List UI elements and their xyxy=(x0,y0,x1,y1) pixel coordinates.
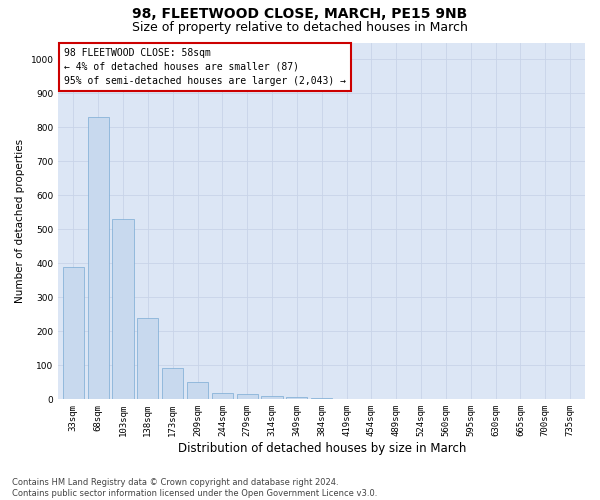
Bar xyxy=(63,267,84,400)
Bar xyxy=(262,396,283,400)
Bar xyxy=(212,393,233,400)
Y-axis label: Number of detached properties: Number of detached properties xyxy=(15,139,25,303)
Text: Contains HM Land Registry data © Crown copyright and database right 2024.
Contai: Contains HM Land Registry data © Crown c… xyxy=(12,478,377,498)
Text: 98 FLEETWOOD CLOSE: 58sqm
← 4% of detached houses are smaller (87)
95% of semi-d: 98 FLEETWOOD CLOSE: 58sqm ← 4% of detach… xyxy=(64,48,346,86)
Bar xyxy=(88,118,109,400)
Bar xyxy=(187,382,208,400)
Bar xyxy=(286,397,307,400)
X-axis label: Distribution of detached houses by size in March: Distribution of detached houses by size … xyxy=(178,442,466,455)
Bar xyxy=(112,219,134,400)
Bar xyxy=(236,394,258,400)
Text: 98, FLEETWOOD CLOSE, MARCH, PE15 9NB: 98, FLEETWOOD CLOSE, MARCH, PE15 9NB xyxy=(133,8,467,22)
Bar xyxy=(162,368,183,400)
Bar xyxy=(311,398,332,400)
Bar xyxy=(137,318,158,400)
Text: Size of property relative to detached houses in March: Size of property relative to detached ho… xyxy=(132,21,468,34)
